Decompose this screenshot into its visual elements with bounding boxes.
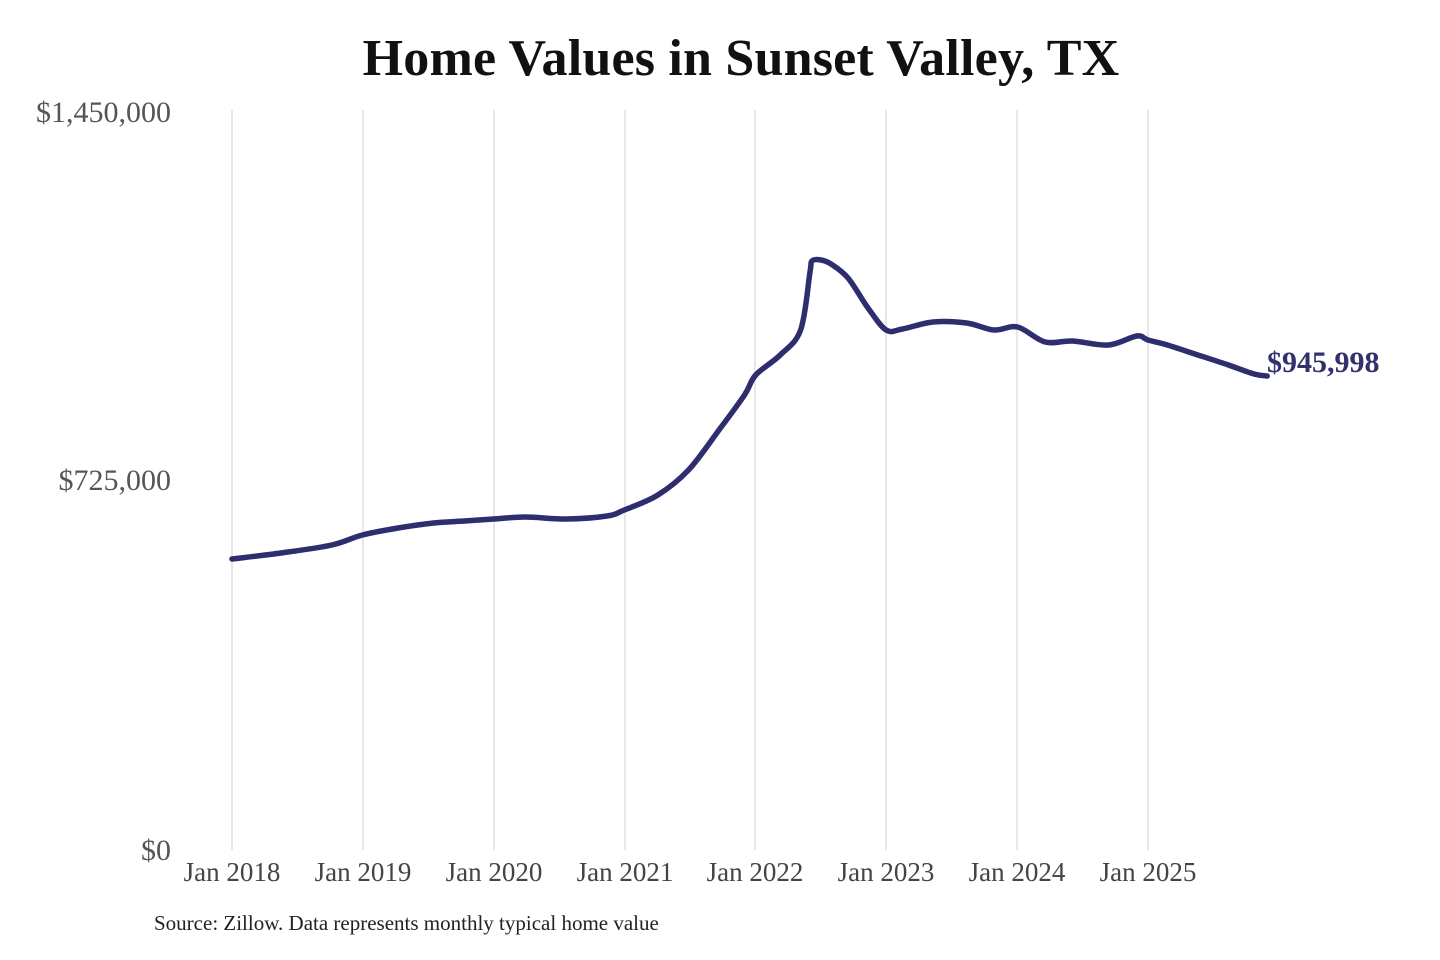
svg-text:Jan 2024: Jan 2024 <box>969 857 1066 887</box>
svg-text:$0: $0 <box>141 834 171 867</box>
svg-text:$945,998: $945,998 <box>1267 346 1380 379</box>
svg-text:$1,450,000: $1,450,000 <box>36 96 171 129</box>
svg-text:$725,000: $725,000 <box>59 464 172 497</box>
svg-text:Jan 2018: Jan 2018 <box>184 857 281 887</box>
svg-text:Jan 2022: Jan 2022 <box>707 857 804 887</box>
svg-text:Jan 2021: Jan 2021 <box>577 857 674 887</box>
svg-text:Jan 2020: Jan 2020 <box>446 857 543 887</box>
svg-text:Jan 2023: Jan 2023 <box>838 857 935 887</box>
svg-text:Jan 2025: Jan 2025 <box>1100 857 1197 887</box>
svg-text:Jan 2019: Jan 2019 <box>315 857 412 887</box>
